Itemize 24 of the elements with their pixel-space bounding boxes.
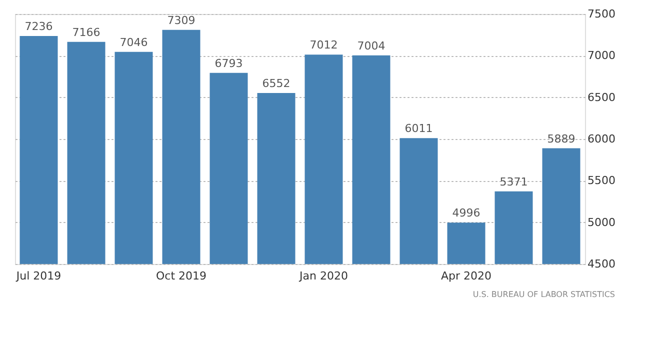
- data-label: 6793: [214, 56, 243, 70]
- data-label: 7004: [357, 39, 386, 52]
- y-tick-label: 7000: [588, 49, 616, 62]
- data-label: 6552: [262, 77, 290, 90]
- x-tick-label: Jul 2019: [15, 270, 62, 282]
- data-label: 7166: [72, 26, 100, 39]
- data-label: 7012: [310, 38, 338, 52]
- data-label: 6011: [404, 122, 433, 136]
- y-tick-label: 5500: [588, 174, 616, 188]
- y-tick-label: 6500: [588, 90, 616, 104]
- y-tick-label: 4500: [588, 258, 616, 270]
- x-tick-label: Oct 2019: [156, 270, 207, 282]
- data-label: 7046: [120, 36, 148, 49]
- x-tick-label: Apr 2020: [440, 270, 492, 282]
- data-label: 7309: [167, 14, 196, 27]
- data-label: 7236: [24, 20, 53, 33]
- data-label: 4996: [452, 206, 480, 220]
- x-tick-label: Jan 2020: [298, 270, 348, 282]
- data-label: 5371: [500, 175, 528, 188]
- y-tick-label: 5000: [588, 216, 616, 229]
- text: U.S. BUREAU OF LABOR STATISTICS: [472, 290, 615, 299]
- y-tick-label: 7500: [588, 8, 616, 20]
- y-tick-label: 6000: [588, 132, 616, 146]
- data-label: 5889: [547, 132, 576, 146]
